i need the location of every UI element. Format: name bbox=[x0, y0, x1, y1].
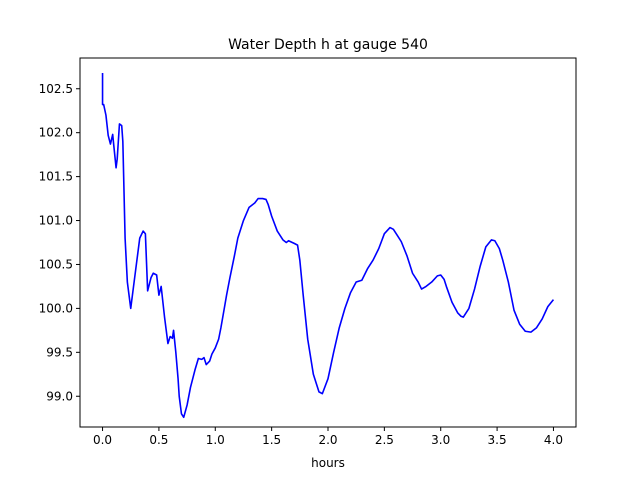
y-tick-label: 101.0 bbox=[39, 214, 73, 228]
x-tick-label: 0.0 bbox=[93, 433, 112, 447]
y-tick-label: 99.5 bbox=[46, 345, 73, 359]
y-tick-label: 100.0 bbox=[39, 301, 73, 315]
y-tick-label: 102.5 bbox=[39, 82, 73, 96]
y-tick-label: 100.5 bbox=[39, 257, 73, 271]
y-tick-label: 102.0 bbox=[39, 126, 73, 140]
x-tick-label: 3.5 bbox=[488, 433, 507, 447]
x-tick-label: 1.5 bbox=[262, 433, 281, 447]
x-axis-label: hours bbox=[311, 456, 345, 470]
y-tick-label: 99.0 bbox=[46, 389, 73, 403]
x-axis: 0.0 0.5 1.0 1.5 2.0 2.5 3.0 3.5 4.0 bbox=[93, 427, 563, 447]
chart-title: Water Depth h at gauge 540 bbox=[228, 37, 428, 53]
y-tick-label: 101.5 bbox=[39, 170, 73, 184]
x-tick-label: 4.0 bbox=[544, 433, 563, 447]
y-axis: 99.0 99.5 100.0 100.5 101.0 101.5 102.0 102.5 bbox=[39, 82, 80, 403]
x-tick-label: 3.0 bbox=[431, 433, 450, 447]
x-tick-label: 2.0 bbox=[318, 433, 337, 447]
x-tick-label: 2.5 bbox=[375, 433, 394, 447]
x-tick-label: 0.5 bbox=[149, 433, 168, 447]
plot-background bbox=[80, 58, 576, 427]
plot-area bbox=[79, 57, 577, 428]
series-line bbox=[101, 72, 555, 419]
x-tick-label: 1.0 bbox=[206, 433, 225, 447]
